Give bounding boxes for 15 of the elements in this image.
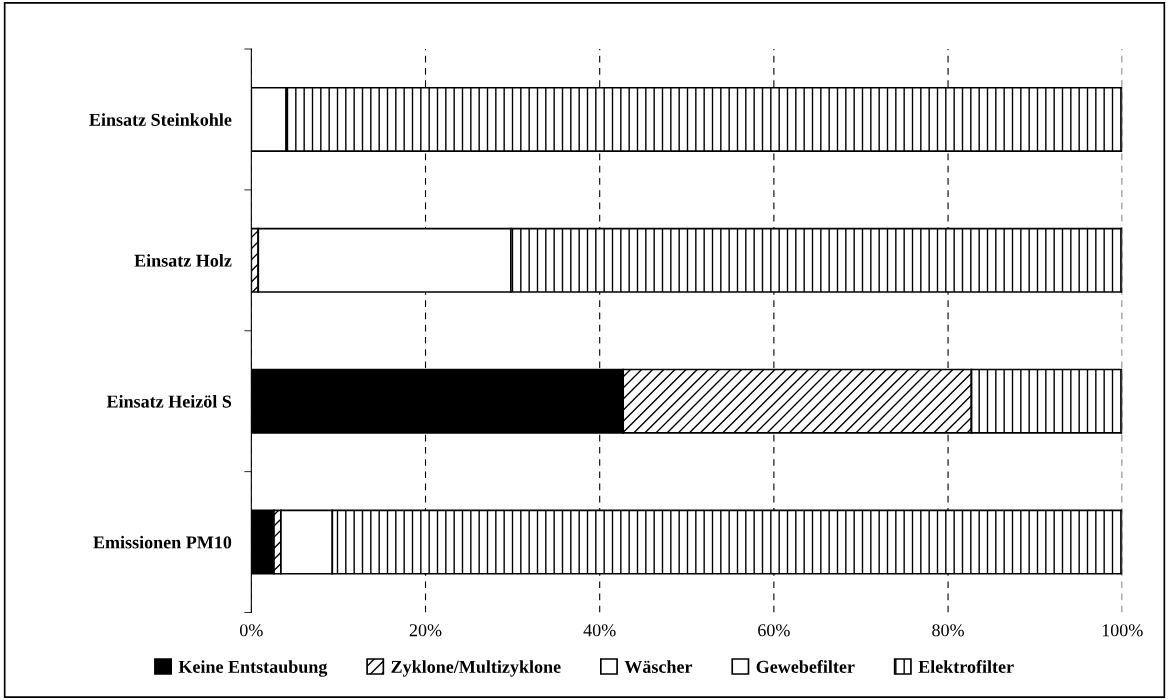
legend-label: Gewebefilter (756, 660, 855, 673)
y-tick-label: Einsatz Heizöl S (106, 394, 232, 408)
x-tick-label: 60% (758, 624, 790, 637)
y-tick-label: Einsatz Steinkohle (89, 113, 232, 126)
x-tick-label: 20% (409, 624, 442, 637)
legend-label: Wäscher (624, 660, 693, 674)
legend-label: Elektrofilter (918, 660, 1014, 673)
x-tick-label: 80% (932, 624, 964, 637)
x-tick-label: 40% (583, 624, 616, 637)
y-tick-label: Emissionen PM10 (93, 535, 232, 549)
x-tick-label: 100% (1102, 624, 1143, 637)
y-tick-label: Einsatz Holz (134, 254, 232, 267)
x-tick-label: 0% (239, 624, 263, 637)
legend-label: Keine Entstaubung (178, 660, 328, 677)
legend-label: Zyklone/Multizyklone (391, 660, 561, 677)
